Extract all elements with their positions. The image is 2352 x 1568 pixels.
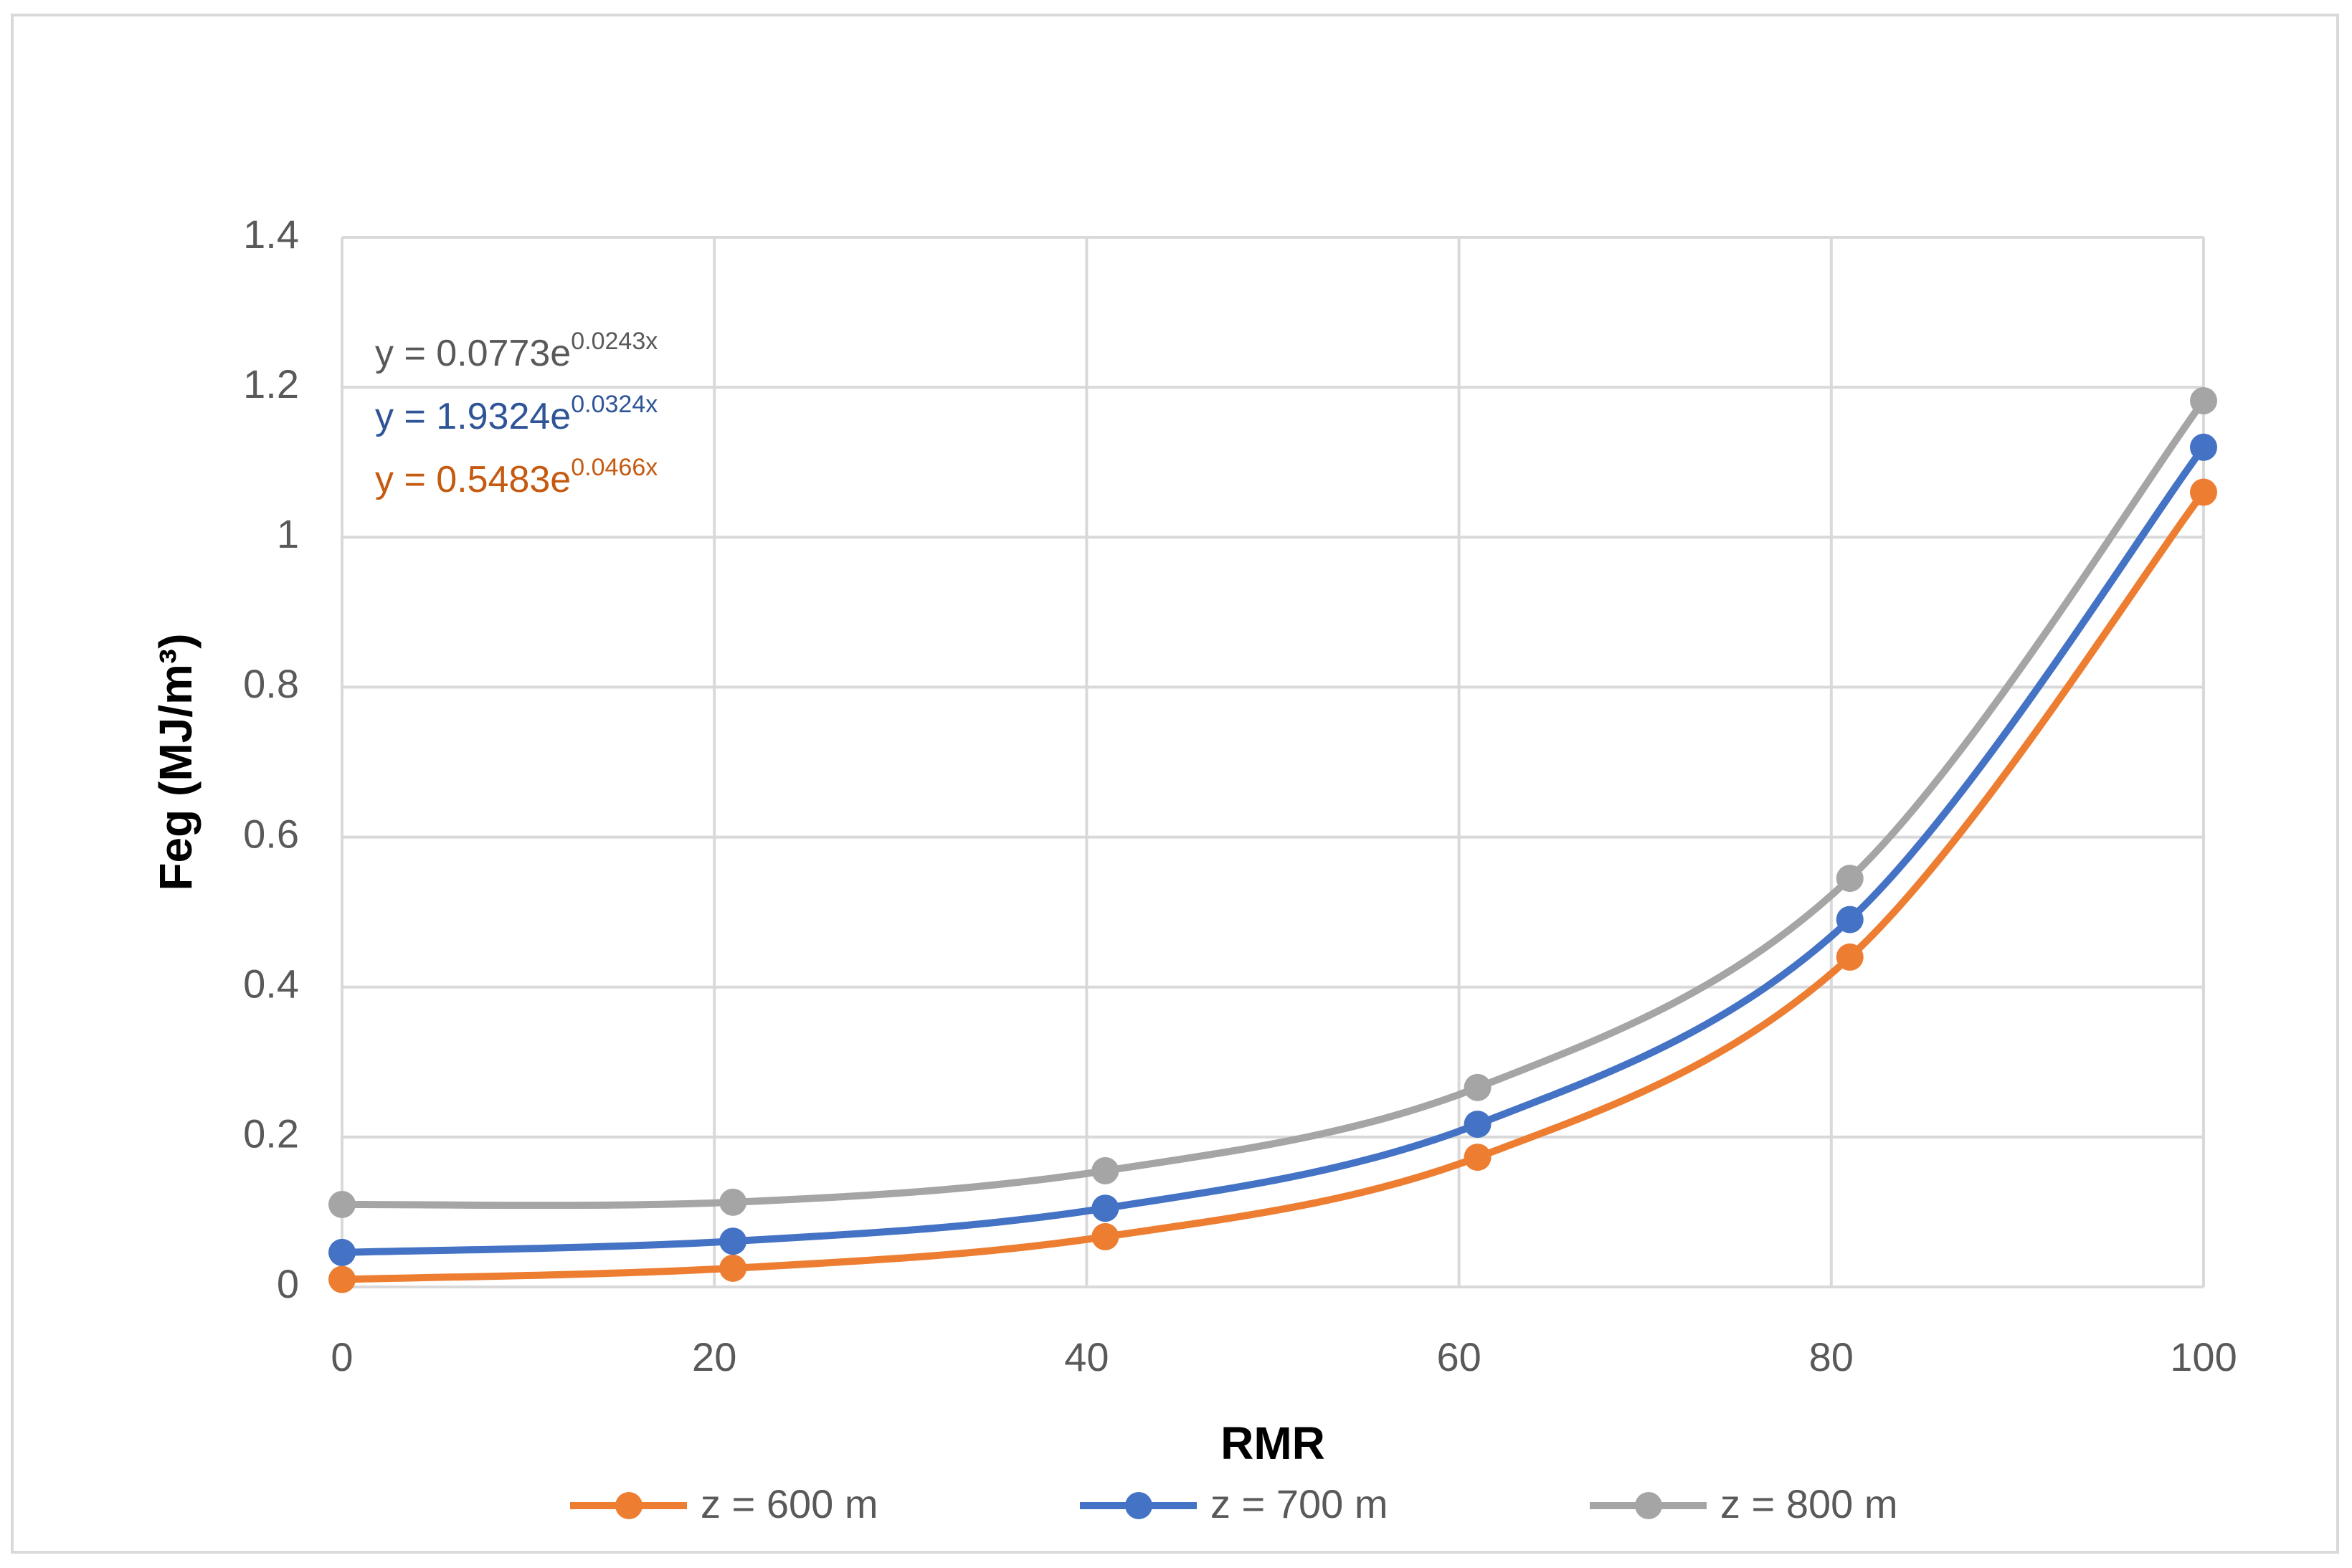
annotation-exponent: 0.0243x — [571, 328, 658, 355]
y-tick-label: 1.2 — [243, 361, 299, 407]
annotation-text: y = 0.5483e — [375, 459, 571, 500]
annotation: y = 0.0773e0.0243x — [375, 328, 658, 374]
series-line — [338, 396, 2207, 1210]
data-point — [1836, 943, 1864, 971]
data-point — [328, 1190, 356, 1218]
y-tick-label: 0.6 — [243, 811, 299, 856]
y-tick-label: 0.2 — [243, 1111, 299, 1156]
data-point — [1464, 1073, 1492, 1101]
data-point — [1464, 1111, 1492, 1139]
x-tick-label: 100 — [2170, 1334, 2237, 1379]
data-point — [2190, 478, 2217, 506]
chart-frame — [11, 14, 2339, 1554]
x-tick-label: 60 — [1436, 1334, 1481, 1379]
data-point — [2190, 433, 2217, 461]
legend-marker — [1635, 1492, 1662, 1519]
y-axis-title: Feg (MJ/m³) — [150, 633, 201, 890]
annotation-exponent: 0.0324x — [571, 391, 658, 418]
legend-marker — [615, 1492, 642, 1519]
data-point — [1091, 1194, 1119, 1222]
annotation: y = 0.5483e0.0466x — [375, 454, 658, 500]
data-point — [2190, 386, 2217, 414]
x-axis-title: RMR — [1220, 1417, 1325, 1469]
data-point — [1091, 1156, 1119, 1184]
series-line — [338, 488, 2207, 1283]
y-tick-label: 0.8 — [243, 661, 299, 706]
legend-label: z = 600 m — [701, 1481, 878, 1526]
data-point — [328, 1238, 356, 1266]
x-tick-label: 80 — [1809, 1334, 1854, 1379]
x-tick-label: 40 — [1064, 1334, 1109, 1379]
y-tick-label: 1.4 — [243, 212, 299, 257]
data-point — [719, 1227, 747, 1255]
data-point — [719, 1188, 747, 1216]
data-point — [1836, 865, 1864, 893]
annotation-exponent: 0.0466x — [571, 454, 658, 481]
legend-label: z = 700 m — [1210, 1481, 1388, 1526]
x-tick-label: 20 — [692, 1334, 736, 1379]
legend-marker — [1125, 1492, 1152, 1519]
annotation: y = 1.9324e0.0324x — [375, 391, 658, 437]
legend-label: z = 800 m — [1720, 1481, 1897, 1526]
x-tick-label: 0 — [331, 1334, 353, 1379]
y-tick-label: 0 — [277, 1261, 299, 1306]
y-tick-label: 1 — [277, 511, 299, 556]
data-point — [1836, 906, 1864, 933]
data-point — [719, 1254, 747, 1282]
data-point — [1091, 1222, 1119, 1250]
annotation-text: y = 1.9324e — [375, 396, 571, 437]
data-point — [328, 1265, 356, 1293]
annotation-text: y = 0.0773e — [375, 333, 571, 374]
y-tick-label: 0.4 — [243, 961, 299, 1007]
data-point — [1464, 1144, 1492, 1172]
series-line — [338, 443, 2207, 1256]
